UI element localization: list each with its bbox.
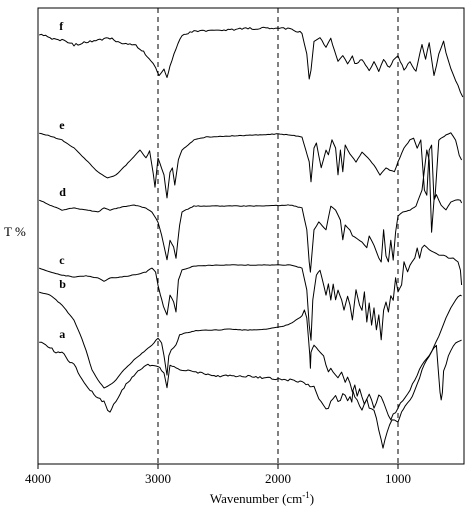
spectrum-f [39,26,464,98]
plot-frame [37,7,465,465]
series-label-f: f [59,19,64,33]
x-tick-label-2000: 2000 [265,471,291,486]
x-tick-label-1000: 1000 [385,471,411,486]
x-tick-label-4000: 4000 [25,471,51,486]
y-axis-title: T % [4,224,26,239]
series-labels: f e d cb a [59,19,66,341]
x-axis-ticks: 4000 3000 2000 1000 [25,464,411,486]
series-label-c: c [59,253,65,267]
series-label-a: a [59,327,65,341]
spectrum-d [39,149,463,273]
spectrum-a [39,339,462,421]
spectra-traces [39,26,464,449]
series-label-b: b [59,277,66,291]
series-label-d: d [59,185,66,199]
x-tick-label-3000: 3000 [145,471,171,486]
reference-lines [157,8,399,464]
spectrum-e [39,132,463,201]
spectrum-b [39,291,462,449]
x-axis-title: Wavenumber (cm-1) [210,490,314,506]
spectrum-c [39,244,463,341]
series-label-e: e [59,118,65,132]
